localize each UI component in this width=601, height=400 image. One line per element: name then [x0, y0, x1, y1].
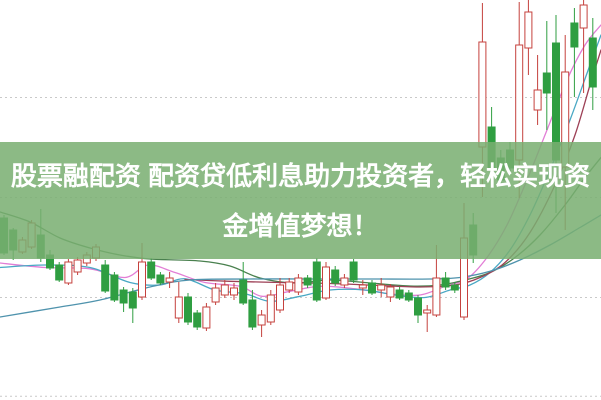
candle-down — [570, 22, 579, 48]
promo-banner-line1: 股票融配资 配资贷低利息助力投资者，轻松实现资 — [10, 160, 591, 191]
promo-banner: 股票融配资 配资贷低利息助力投资者，轻松实现资 金增值梦想！ — [0, 142, 601, 259]
candle-down — [184, 296, 192, 323]
candle-down — [110, 274, 119, 301]
candle-down — [55, 264, 64, 281]
candle-up — [423, 309, 432, 314]
candle-down — [542, 72, 551, 94]
candle-down — [101, 264, 110, 292]
candle-up — [524, 11, 533, 49]
candle-down — [588, 37, 597, 88]
candle-down — [193, 312, 202, 328]
candle-up — [377, 284, 386, 291]
candle-down — [248, 299, 257, 328]
ma-maroon — [184, 49, 601, 288]
candle-up — [138, 261, 146, 298]
candle-down — [128, 291, 137, 309]
candle-up — [294, 277, 303, 293]
candle-up — [579, 4, 588, 29]
candle-down — [331, 269, 340, 284]
candle-up — [165, 277, 174, 283]
candle-up — [533, 89, 542, 111]
candle-down — [450, 284, 459, 291]
candle-up — [211, 287, 220, 303]
candle-up — [174, 296, 183, 319]
candle-up — [64, 261, 73, 284]
candle-down — [147, 261, 156, 279]
candle-up — [266, 294, 275, 323]
candle-up — [230, 287, 238, 296]
candle-up — [478, 41, 487, 148]
candle-down — [441, 277, 450, 288]
candle-down — [395, 289, 404, 299]
candle-down — [404, 292, 413, 301]
candle-up — [358, 284, 367, 289]
candle-down — [312, 261, 321, 301]
candle-down — [414, 297, 422, 316]
candle-up — [432, 277, 441, 316]
candle-down — [156, 274, 165, 284]
candle-up — [73, 259, 82, 273]
candle-up — [340, 277, 349, 286]
candle-down — [349, 261, 358, 281]
candle-down — [368, 282, 376, 294]
candle-up — [257, 314, 266, 326]
candle-up — [202, 306, 211, 329]
candle-up — [386, 286, 395, 298]
candle-up — [322, 266, 330, 299]
candle-up — [285, 281, 294, 291]
candle-up — [220, 284, 229, 296]
candle-down — [303, 277, 312, 286]
candle-down — [239, 279, 248, 304]
promo-banner-line2: 金增值梦想！ — [222, 210, 379, 241]
candle-down — [119, 289, 128, 304]
candle-up — [276, 284, 284, 311]
